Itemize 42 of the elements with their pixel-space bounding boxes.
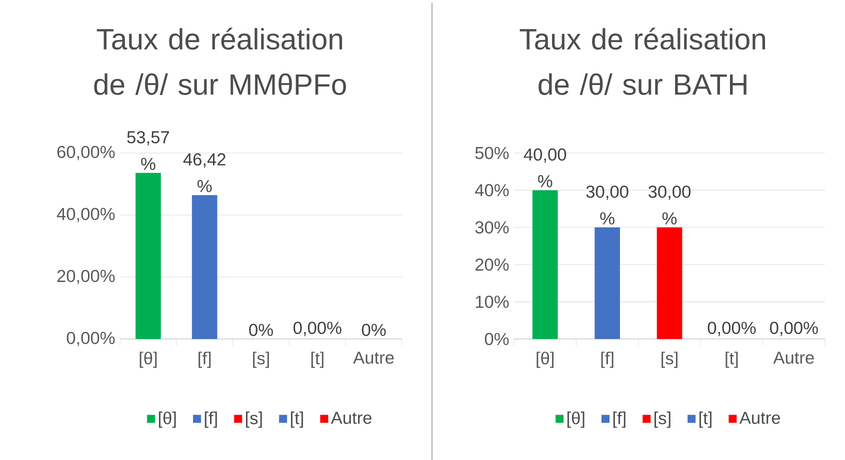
legend-label: Autre bbox=[739, 412, 780, 424]
legend-label: Autre bbox=[330, 412, 372, 424]
data-label: 0% bbox=[249, 324, 273, 336]
y-tick-label: 10% bbox=[476, 296, 509, 308]
legend-label: [t] bbox=[699, 412, 712, 428]
x-tick-label: [t] bbox=[311, 352, 324, 368]
chart-title: Taux de réalisation de /θ/ sur BATH bbox=[520, 28, 766, 95]
y-tick-label: 60,00% bbox=[57, 146, 115, 160]
data-label: 53,57 % bbox=[127, 131, 170, 170]
y-tick-label: 0,00% bbox=[66, 332, 115, 346]
x-tick-label: Autre bbox=[773, 352, 814, 364]
data-label: 40,00 % bbox=[524, 148, 566, 188]
x-tick-label: [s] bbox=[253, 352, 269, 368]
data-label: 0,00% bbox=[708, 322, 756, 336]
x-tick-label: [θ] bbox=[140, 352, 157, 368]
y-tick-label: 0% bbox=[484, 332, 509, 346]
y-tick-label: 20% bbox=[475, 258, 509, 271]
legend-label: [f] bbox=[204, 412, 217, 428]
data-label: 0,00% bbox=[770, 322, 818, 336]
x-tick-label: [θ] bbox=[536, 352, 554, 368]
legend-label: [θ] bbox=[158, 412, 176, 428]
data-label: 0% bbox=[362, 324, 386, 336]
y-tick-label: 40% bbox=[475, 184, 509, 196]
x-tick-label: [f] bbox=[198, 352, 211, 368]
x-tick-label: [t] bbox=[726, 352, 738, 368]
data-label: 30,00 % bbox=[648, 186, 691, 224]
data-label: 46,42 % bbox=[183, 153, 226, 192]
data-label: 0,00% bbox=[293, 322, 342, 336]
x-tick-label: [s] bbox=[662, 352, 678, 368]
chart-title: Taux de réalisation de /θ/ sur MMθPFo bbox=[94, 28, 346, 95]
y-tick-label: 30% bbox=[475, 221, 509, 234]
legend-label: [t] bbox=[290, 412, 303, 428]
legend-label: [s] bbox=[654, 412, 670, 428]
legend-label: [θ] bbox=[567, 412, 584, 428]
y-tick-label: 40,00% bbox=[56, 208, 115, 222]
y-tick-label: 50% bbox=[475, 146, 509, 160]
legend-label: [s] bbox=[246, 412, 262, 428]
legend-label: [f] bbox=[613, 412, 626, 428]
y-tick-label: 20,00% bbox=[57, 270, 115, 284]
x-tick-label: [f] bbox=[601, 352, 614, 368]
x-tick-label: Autre bbox=[353, 352, 394, 364]
data-label: 30,00 % bbox=[586, 186, 628, 224]
